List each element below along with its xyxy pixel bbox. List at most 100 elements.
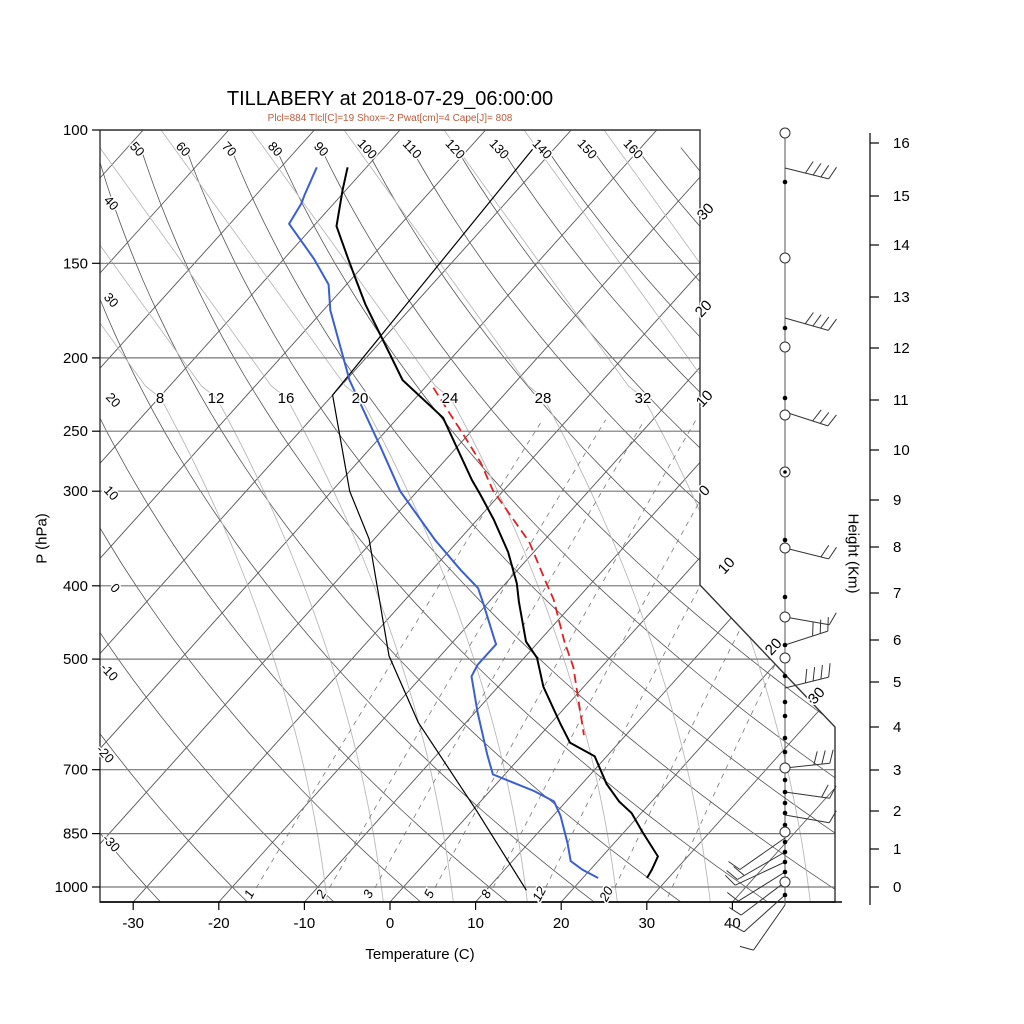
isotherm-line (100, 130, 658, 902)
isotherm-line (304, 130, 835, 902)
isotherm-line (218, 130, 835, 902)
dry-adiabat-top-label: 70 (219, 139, 240, 160)
wind-level-dot (782, 749, 788, 755)
wind-level-dot (782, 673, 788, 679)
moist-adiabat-row-label: 12 (208, 390, 225, 407)
wind-level-dot (782, 179, 788, 185)
dry-adiabat-left-label: 40 (101, 193, 122, 214)
isotherm-right-label: 30 (694, 200, 718, 224)
isotherm-line (389, 130, 835, 902)
isotherm-line (100, 130, 572, 902)
wind-barb-feather (731, 924, 745, 933)
mixing-ratio-label: 1 (241, 887, 258, 900)
wind-barb-feather (804, 161, 814, 174)
dry-adiabat-line (275, 147, 835, 902)
x-axis-tick-label: 10 (467, 915, 484, 932)
wind-barb-shaft (737, 851, 786, 880)
wind-barb-feather (827, 414, 837, 427)
wind-barb-shaft (784, 547, 829, 560)
wind-barb-feather (812, 621, 814, 637)
grid-labels-group: 50 60 70 80 90 100 110 120 130 140 150 160403020100… (92, 134, 830, 906)
mixing-ratio-line (369, 419, 646, 897)
isotherm-line (100, 130, 401, 902)
dry-adiabat-line (320, 147, 835, 902)
axes-group: -30 -20 -10 0 10 20 30 401001502002503004005007… (55, 122, 910, 932)
wind-level-circle (779, 876, 791, 888)
wind-barb-feather (821, 750, 826, 765)
moist-adiabat-row-label: 20 (352, 390, 369, 407)
moist-adiabat-line (100, 130, 328, 902)
dry-adiabat-line (500, 147, 835, 902)
dry-adiabat-top-label: 90 (311, 139, 332, 160)
wind-level-circle (779, 127, 791, 139)
height-tick-label: 2 (893, 803, 901, 820)
isotherm-line (132, 130, 829, 902)
mixing-ratio-line (324, 419, 607, 897)
height-tick-label: 3 (893, 762, 901, 779)
dry-adiabat-left-label: 10 (101, 483, 122, 504)
wind-barb-shaft (734, 861, 786, 886)
wind-level-dot (782, 735, 788, 741)
isotherm-right-label: 10 (693, 387, 717, 411)
moist-adiabat-row-label: 28 (535, 390, 552, 407)
wind-barb-shaft (739, 837, 786, 870)
pressure-tick-label: 700 (63, 762, 88, 779)
moist-adiabat-row-label: 32 (635, 390, 652, 407)
mixing-ratio-label: 5 (421, 886, 438, 900)
wind-level-dot (782, 800, 788, 806)
dry-adiabat-line (100, 147, 685, 902)
wind-level-dot (782, 892, 788, 898)
pressure-axis-label: P (hPa) (33, 513, 51, 564)
wind-barb-column (724, 127, 837, 951)
wind-barb-feather (819, 412, 830, 424)
wind-barb-feather (804, 668, 808, 683)
dry-adiabat-line (545, 147, 835, 902)
wind-level-dot (782, 594, 788, 600)
wind-barb-feather (812, 314, 822, 327)
moist-adiabat-line (160, 130, 528, 902)
dry-adiabat-line (635, 147, 835, 902)
moist-adiabat-row-label: 8 (156, 390, 164, 407)
x-axis-tick-label: 40 (724, 915, 741, 932)
wind-barb-feather (812, 409, 822, 422)
dry-adiabat-left-label: -10 (97, 660, 121, 684)
moist-adiabat-line (250, 130, 618, 902)
wind-level-dot (782, 537, 788, 543)
isotherm-line (732, 130, 835, 902)
isotherm-right-label: 0 (696, 482, 714, 500)
wind-barb-feather (827, 318, 837, 331)
temperature-curve (335, 167, 660, 879)
isotherm-line (100, 130, 144, 902)
mixing-ratio-line (429, 419, 697, 897)
wind-barb-feather (820, 665, 823, 680)
pressure-tick-label: 500 (63, 651, 88, 668)
wind-barb-shaft (784, 167, 829, 180)
pressure-tick-label: 150 (63, 255, 88, 272)
wind-barb-feather (729, 907, 742, 916)
wind-level-dot (782, 839, 788, 845)
derived-indices-subtitle: Plcl=884 Tlcl[C]=19 Shox=-2 Pwat[cm]=4 C… (267, 113, 513, 124)
dry-adiabat-line (365, 147, 835, 902)
parcel-trace-curve (432, 387, 585, 736)
height-tick-label: 13 (893, 289, 910, 306)
wind-level-dot (782, 869, 788, 875)
wind-level-dot (782, 849, 788, 855)
height-axis-label: Height (Km) (844, 513, 862, 594)
x-axis-tick-label: -10 (294, 915, 316, 932)
isotherm-line (100, 130, 743, 902)
page-title: TILLABERY at 2018-07-29_06:00:00 (226, 88, 554, 110)
wind-barb-shaft (784, 762, 830, 769)
wind-level-circle (779, 409, 791, 421)
isotherm-line (100, 130, 230, 902)
wind-barb-shaft (784, 814, 830, 824)
height-tick-label: 7 (893, 585, 901, 602)
wind-barb-feather (813, 751, 818, 766)
wind-level-circled-dot-center (783, 470, 787, 474)
height-tick-label: 10 (893, 442, 910, 459)
x-axis-tick-label: 20 (553, 915, 570, 932)
wind-level-dot (782, 810, 788, 816)
wind-barb-shaft (753, 904, 786, 951)
isotherm-line (100, 130, 486, 902)
